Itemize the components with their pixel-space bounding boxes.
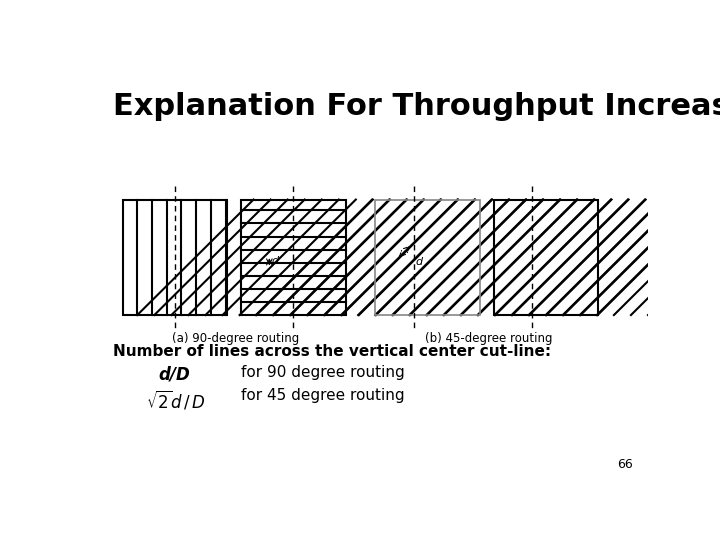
Text: for 90 degree routing: for 90 degree routing — [241, 365, 405, 380]
Text: d: d — [271, 256, 279, 266]
Bar — [375, 200, 480, 315]
Bar — [494, 200, 598, 315]
Bar — [494, 200, 598, 315]
Text: d: d — [415, 257, 423, 267]
Text: (b) 45-degree routing: (b) 45-degree routing — [425, 332, 552, 345]
Text: for 45 degree routing: for 45 degree routing — [241, 388, 405, 403]
Text: $\sqrt{2}d\,/\,D$: $\sqrt{2}d\,/\,D$ — [145, 388, 206, 411]
Text: Explanation For Throughput Increasing: Explanation For Throughput Increasing — [113, 92, 720, 121]
Text: (a) 90-degree routing: (a) 90-degree routing — [172, 332, 300, 345]
Bar — [122, 200, 228, 315]
Text: d/D: d/D — [158, 365, 190, 383]
Bar — [122, 200, 228, 315]
Text: Number of lines across the vertical center cut-line:: Number of lines across the vertical cent… — [113, 343, 552, 359]
Bar — [241, 200, 346, 315]
Text: 66: 66 — [617, 458, 632, 471]
Bar — [375, 200, 480, 315]
Bar — [375, 200, 480, 315]
Bar — [122, 200, 228, 315]
Bar — [241, 200, 346, 315]
Bar — [241, 200, 346, 315]
Bar — [494, 200, 598, 315]
